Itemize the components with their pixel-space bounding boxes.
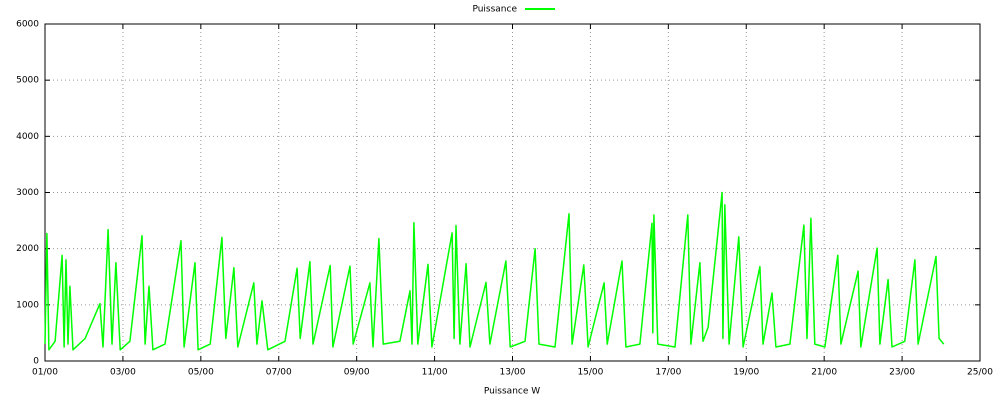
y-tick-label: 4000 [16, 132, 39, 142]
x-tick-label: 05/00 [188, 368, 214, 378]
x-tick-label: 15/00 [577, 368, 603, 378]
x-tick-label: 01/00 [32, 368, 58, 378]
y-tick-label: 0 [33, 357, 39, 367]
x-tick-label: 13/00 [500, 368, 526, 378]
x-tick-label: 17/00 [655, 368, 681, 378]
x-tick-label: 25/00 [967, 368, 993, 378]
data-line [44, 191, 945, 351]
x-axis-label: Puissance W [484, 387, 540, 397]
x-tick-label: 07/00 [266, 368, 292, 378]
legend-label: Puissance [472, 5, 517, 15]
y-tick-label: 1000 [16, 300, 39, 310]
x-tick-label: 11/00 [422, 368, 448, 378]
y-tick-label: 6000 [16, 20, 39, 30]
x-tick-label: 23/00 [889, 368, 915, 378]
x-tick-label: 09/00 [344, 368, 370, 378]
x-tick-label: 19/00 [733, 368, 759, 378]
y-tick-label: 2000 [16, 244, 39, 254]
y-tick-label: 5000 [16, 76, 39, 86]
x-tick-label: 21/00 [811, 368, 837, 378]
x-tick-label: 03/00 [110, 368, 136, 378]
y-tick-label: 3000 [16, 188, 39, 198]
